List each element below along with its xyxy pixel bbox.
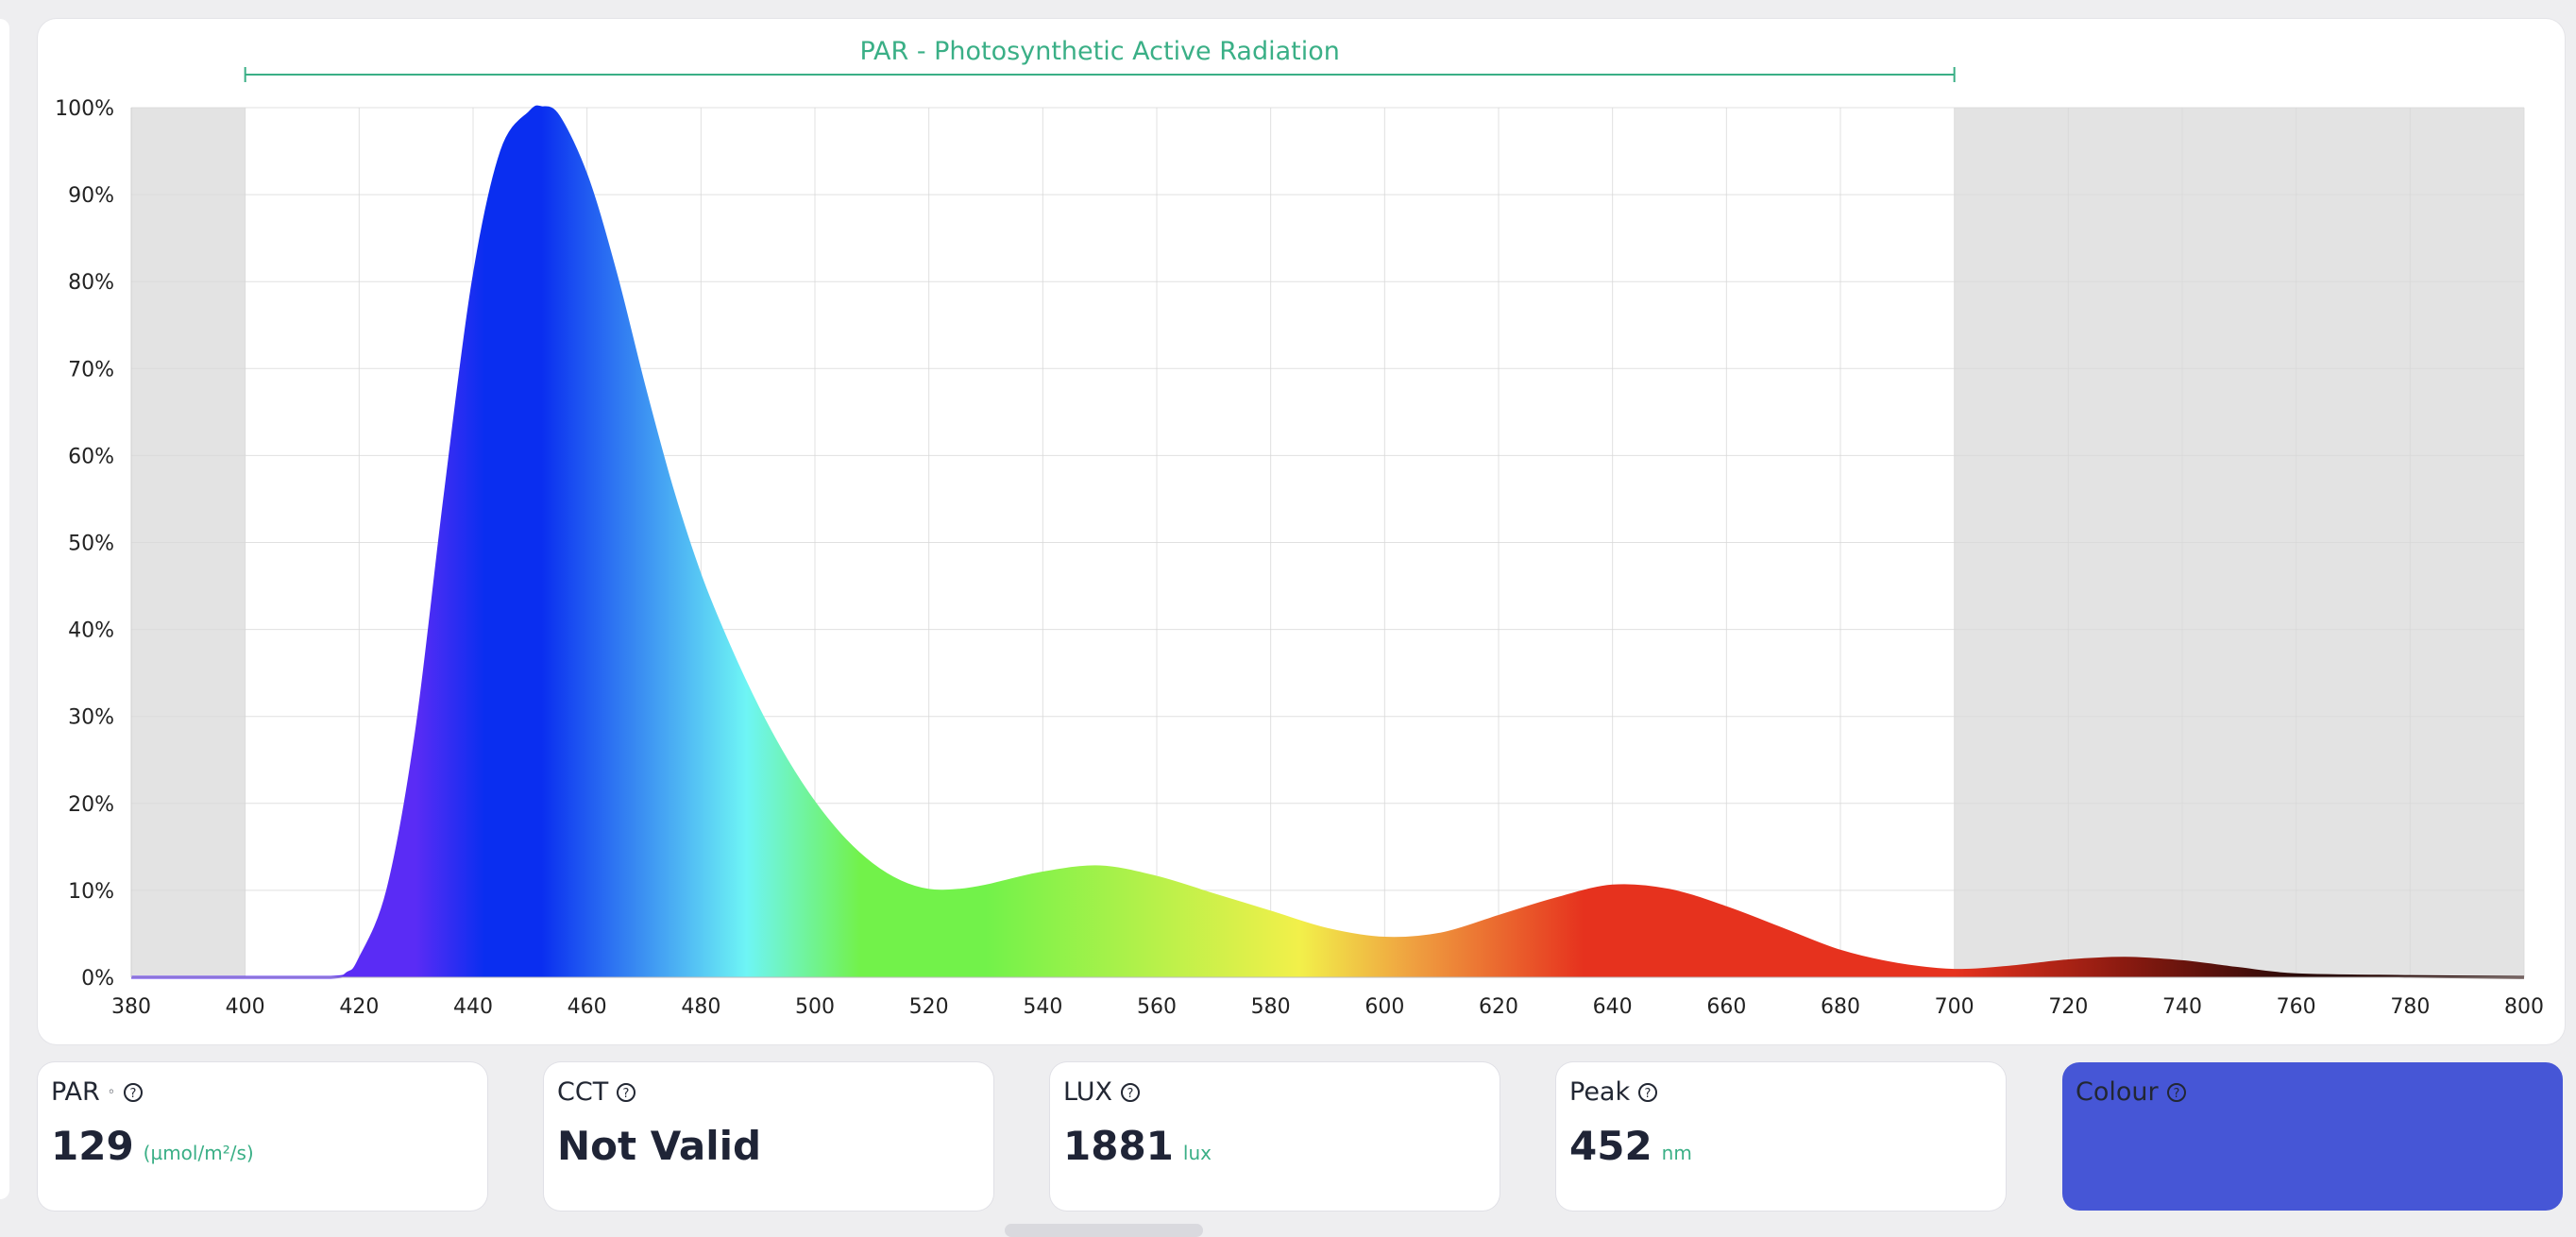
par-card: PAR ◦ ? 129 (µmol/m²/s) — [38, 1062, 487, 1211]
peak-unit: nm — [1661, 1142, 1692, 1164]
svg-text:?: ? — [623, 1087, 630, 1101]
bottom-tab-handle[interactable] — [1005, 1224, 1203, 1237]
x-tick-label: 420 — [339, 995, 379, 1019]
cct-value: Not Valid — [557, 1123, 762, 1169]
x-tick-label: 460 — [568, 995, 607, 1019]
x-tick-label: 580 — [1251, 995, 1291, 1019]
cct-card: CCT ? Not Valid — [544, 1062, 993, 1211]
lux-value: 1881 — [1063, 1123, 1174, 1169]
svg-text:?: ? — [130, 1087, 137, 1101]
y-tick-label: 60% — [68, 445, 114, 468]
left-panel-edge — [0, 19, 9, 1199]
x-tick-label: 680 — [1821, 995, 1860, 1019]
peak-value: 452 — [1569, 1123, 1652, 1169]
spectrum-chart-panel: 0% 10% 20% 30% 40% 50% 60% 70% 80% 90% 100% 380 400 4… — [38, 19, 2565, 1044]
x-tick-label: 480 — [681, 995, 720, 1019]
colour-title: Colour — [2076, 1077, 2159, 1107]
par-unit: (µmol/m²/s) — [143, 1142, 254, 1164]
cct-title: CCT — [557, 1077, 609, 1107]
y-tick-label: 10% — [68, 880, 114, 904]
y-tick-label: 80% — [68, 271, 114, 295]
svg-text:?: ? — [1645, 1087, 1652, 1101]
x-tick-label: 640 — [1593, 995, 1633, 1019]
question-circle-icon[interactable]: ? — [616, 1082, 636, 1103]
y-tick-label: 50% — [68, 533, 114, 556]
peak-title: Peak — [1569, 1077, 1631, 1107]
par-band-label: PAR - Photosynthetic Active Radiation — [859, 37, 1339, 66]
x-tick-label: 800 — [2504, 995, 2544, 1019]
y-tick-label: 0% — [81, 967, 114, 991]
x-tick-label: 700 — [1935, 995, 1974, 1019]
question-circle-icon[interactable]: ? — [1637, 1082, 1658, 1103]
x-tick-label: 740 — [2162, 995, 2202, 1019]
spectrum-line — [130, 105, 2525, 979]
y-tick-label: 70% — [68, 358, 114, 381]
question-circle-icon[interactable]: ? — [123, 1082, 144, 1103]
x-tick-label: 500 — [795, 995, 835, 1019]
x-tick-label: 560 — [1137, 995, 1177, 1019]
x-tick-label: 720 — [2048, 995, 2088, 1019]
y-tick-label: 20% — [68, 793, 114, 817]
small-circle-icon: ◦ — [107, 1084, 116, 1100]
colour-card: Colour ? — [2062, 1062, 2563, 1211]
x-tick-label: 600 — [1364, 995, 1404, 1019]
question-circle-icon[interactable]: ? — [2166, 1082, 2187, 1103]
y-tick-label: 100% — [55, 97, 114, 121]
y-tick-label: 90% — [68, 184, 114, 208]
x-tick-label: 780 — [2390, 995, 2430, 1019]
par-value: 129 — [51, 1123, 134, 1169]
lux-card: LUX ? 1881 lux — [1050, 1062, 1500, 1211]
x-tick-label: 540 — [1023, 995, 1062, 1019]
lux-unit: lux — [1182, 1142, 1212, 1164]
x-tick-label: 660 — [1706, 995, 1746, 1019]
peak-card: Peak ? 452 nm — [1556, 1062, 2006, 1211]
svg-text:?: ? — [2173, 1087, 2179, 1101]
question-circle-icon[interactable]: ? — [1120, 1082, 1141, 1103]
x-tick-label: 520 — [909, 995, 949, 1019]
spectrum-chart: 0% 10% 20% 30% 40% 50% 60% 70% 80% 90% 100% 380 400 4… — [55, 37, 2544, 1019]
y-tick-label: 40% — [68, 619, 114, 643]
lux-title: LUX — [1063, 1077, 1112, 1107]
x-tick-label: 400 — [226, 995, 265, 1019]
svg-text:?: ? — [1127, 1087, 1134, 1101]
y-tick-label: 30% — [68, 706, 114, 730]
par-title: PAR — [51, 1077, 100, 1107]
x-tick-label: 760 — [2277, 995, 2316, 1019]
x-tick-label: 440 — [453, 995, 493, 1019]
spectrum-area — [131, 107, 2524, 977]
x-tick-label: 620 — [1479, 995, 1518, 1019]
x-tick-label: 380 — [111, 995, 151, 1019]
